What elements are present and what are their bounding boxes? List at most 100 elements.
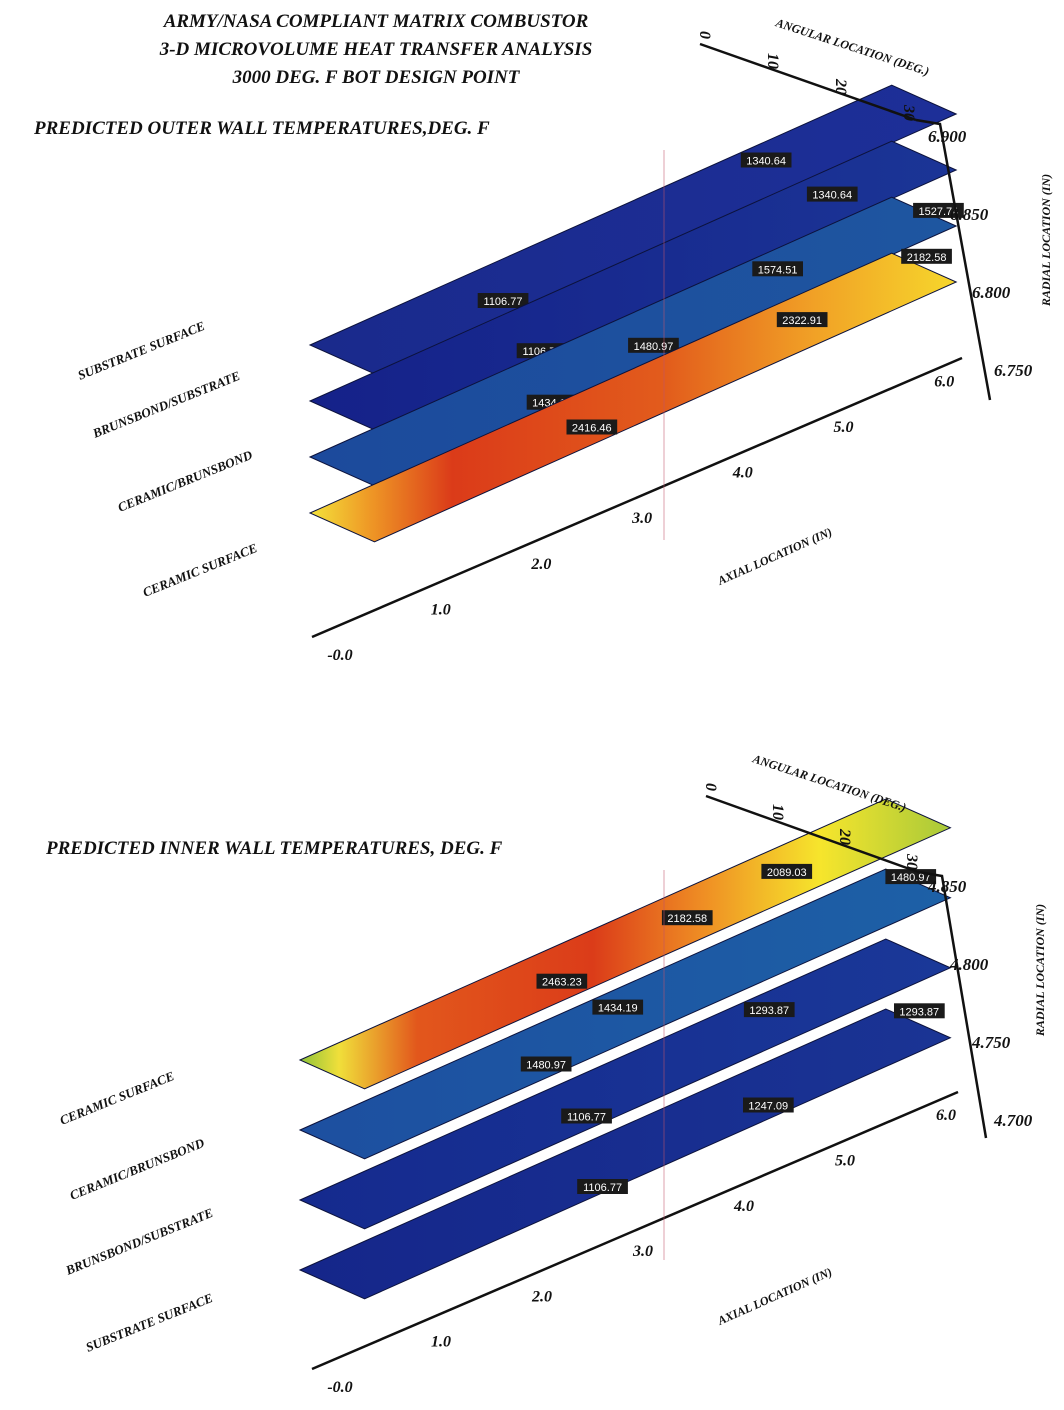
radial-tick-label: 6.900	[928, 127, 967, 146]
angular-tick-label: 0	[696, 31, 713, 39]
outer-chart-title: PREDICTED OUTER WALL TEMPERATURES,DEG. F	[34, 118, 490, 139]
axial-axis-line	[311, 1090, 959, 1371]
axial-tick-label: 1.0	[431, 601, 451, 618]
temperature-value: 1480.97	[634, 341, 674, 353]
axial-tick-label: -0.0	[327, 1379, 352, 1396]
temperature-value: 1293.87	[749, 1005, 789, 1017]
temperature-value: 2089.03	[767, 867, 807, 879]
temperature-value: 1106.77	[583, 1182, 622, 1194]
radial-tick-label: 6.800	[972, 283, 1011, 302]
temperature-label-box	[477, 293, 529, 308]
angular-tick-label: 20	[836, 828, 853, 845]
temperature-value: 1106.77	[567, 1112, 606, 1124]
temperature-value: 1480.97	[891, 872, 931, 884]
temperature-label: 2182.58	[901, 248, 952, 264]
temperature-label-box	[740, 152, 792, 168]
radial-tick-label: 4.700	[993, 1111, 1033, 1130]
outer-wall-panel: 1106.77 1340.64 SUBSTRATE SURFACE 1106.77 13…	[76, 15, 1053, 664]
temperature-label-box	[913, 202, 964, 218]
layer-ceramic-brunsbond: 1480.97 1434.19 1480.97	[298, 868, 952, 1160]
angular-tick-label: 30	[903, 853, 920, 870]
temperature-label: 2182.58	[661, 910, 713, 926]
temperature-label: 1247.09	[743, 1097, 794, 1113]
axial-axis-line	[311, 356, 963, 639]
temperature-label-box	[592, 999, 644, 1015]
radial-tick-label: 4.750	[971, 1033, 1011, 1052]
axial-tick-label: 3.0	[632, 1243, 653, 1260]
temperature-label-box	[566, 419, 618, 435]
layer-substrate-surface: 1106.77 1340.64	[308, 84, 958, 375]
layer-ceramic-surface: 2089.03 2182.58 2463.23	[298, 798, 952, 1090]
temperature-label-box	[520, 1056, 572, 1072]
radial-tick-label: 6.850	[950, 205, 989, 224]
axial-tick-label: 5.0	[834, 419, 854, 436]
temperature-label: 2089.03	[761, 863, 813, 879]
temperature-label: 1106.77	[577, 1179, 628, 1194]
temperature-label: 1106.77	[477, 293, 529, 308]
temperature-label-box	[776, 312, 828, 328]
axial-tick-label: 6.0	[936, 1107, 956, 1124]
layer-name: CERAMIC/BRUNSBOND	[116, 447, 255, 515]
temperature-label-box	[806, 186, 858, 202]
layer-name: CERAMIC SURFACE	[141, 540, 260, 600]
title-line-1: ARMY/NASA COMPLIANT MATRIX COMBUSTOR	[163, 11, 589, 32]
temperature-label: 2322.91	[776, 312, 828, 328]
temperature-label-box	[561, 1108, 612, 1124]
layer-name: SUBSTRATE SURFACE	[76, 318, 208, 383]
temperature-label-box	[901, 248, 952, 264]
radial-tick-label: 4.800	[949, 955, 989, 974]
temperature-label: 2416.46	[566, 419, 618, 435]
temperature-value: 1527.74	[919, 206, 959, 218]
temperature-label-box	[628, 337, 679, 353]
title-line-2: 3-D MICROVOLUME HEAT TRANSFER ANALYSIS	[159, 39, 593, 60]
angular-axis-line	[705, 794, 919, 874]
temperature-label: 1480.97	[520, 1056, 572, 1072]
temperature-value: 2463.23	[542, 977, 582, 989]
figure-title: ARMY/NASA COMPLIANT MATRIX COMBUSTOR 3-D…	[120, 8, 632, 92]
radial-tick-label: 4.850	[927, 877, 967, 896]
temperature-value: 1247.09	[748, 1101, 788, 1113]
radial-tick-label: 6.750	[994, 361, 1033, 380]
temperature-value: 2182.58	[907, 252, 947, 264]
radial-axis-title: RADIAL LOCATION (IN)	[1039, 174, 1053, 307]
temperature-value: 1293.87	[899, 1006, 939, 1018]
axial-tick-label: 2.0	[531, 1288, 552, 1305]
layer-substrate-surface: 1293.87 1247.09 1106.77	[298, 1003, 952, 1300]
axial-tick-label: 4.0	[733, 1198, 754, 1215]
temperature-label-box	[743, 1002, 795, 1018]
angular-axis-title: ANGULAR LOCATION (DEG.)	[773, 15, 931, 78]
temperature-label-box	[577, 1179, 628, 1194]
axial-tick-label: 2.0	[530, 556, 551, 573]
temperature-label-box	[536, 973, 588, 989]
axial-tick-label: -0.0	[327, 647, 352, 664]
temperature-label: 1480.97	[628, 337, 679, 353]
temperature-label: 1293.87	[894, 1003, 945, 1019]
layer-name: BRUNSBOND/SUBSTRATE	[90, 368, 243, 441]
temperature-label-box	[894, 1003, 945, 1019]
layer-name: CERAMIC SURFACE	[58, 1068, 177, 1128]
layer-name: CERAMIC/BRUNSBOND	[68, 1135, 207, 1203]
angular-tick-label: 30	[900, 104, 917, 121]
temperature-label-box	[761, 863, 813, 879]
axial-tick-label: 1.0	[431, 1334, 451, 1351]
temperature-label: 1434.19	[592, 999, 644, 1015]
temperature-label: 1106.77	[561, 1108, 612, 1124]
layer-brunsbond-substrate: 1106.77 1340.64	[308, 140, 958, 431]
angular-tick-label: 10	[769, 804, 786, 820]
inner-wall-panel: 2089.03 2182.58 2463.23 CERAMIC SURFACE 1480…	[58, 751, 1047, 1396]
title-line-3: 3000 DEG. F BOT DESIGN POINT	[232, 67, 520, 88]
layer-brunsbond-substrate: 1293.87 1106.77	[298, 938, 952, 1230]
temperature-value: 1480.97	[526, 1060, 566, 1072]
temperature-label-box	[752, 261, 803, 277]
temperature-value: 2322.91	[782, 315, 822, 327]
layer-name: SUBSTRATE SURFACE	[84, 1290, 216, 1355]
temperature-value: 2182.58	[667, 913, 707, 925]
temperature-value: 1340.64	[812, 190, 852, 202]
axial-tick-label: 5.0	[835, 1153, 855, 1170]
layer-name: BRUNSBOND/SUBSTRATE	[63, 1205, 216, 1278]
angular-tick-label: 10	[764, 53, 781, 69]
axial-tick-label: 3.0	[631, 510, 652, 527]
temperature-label: 1527.74	[913, 202, 964, 218]
